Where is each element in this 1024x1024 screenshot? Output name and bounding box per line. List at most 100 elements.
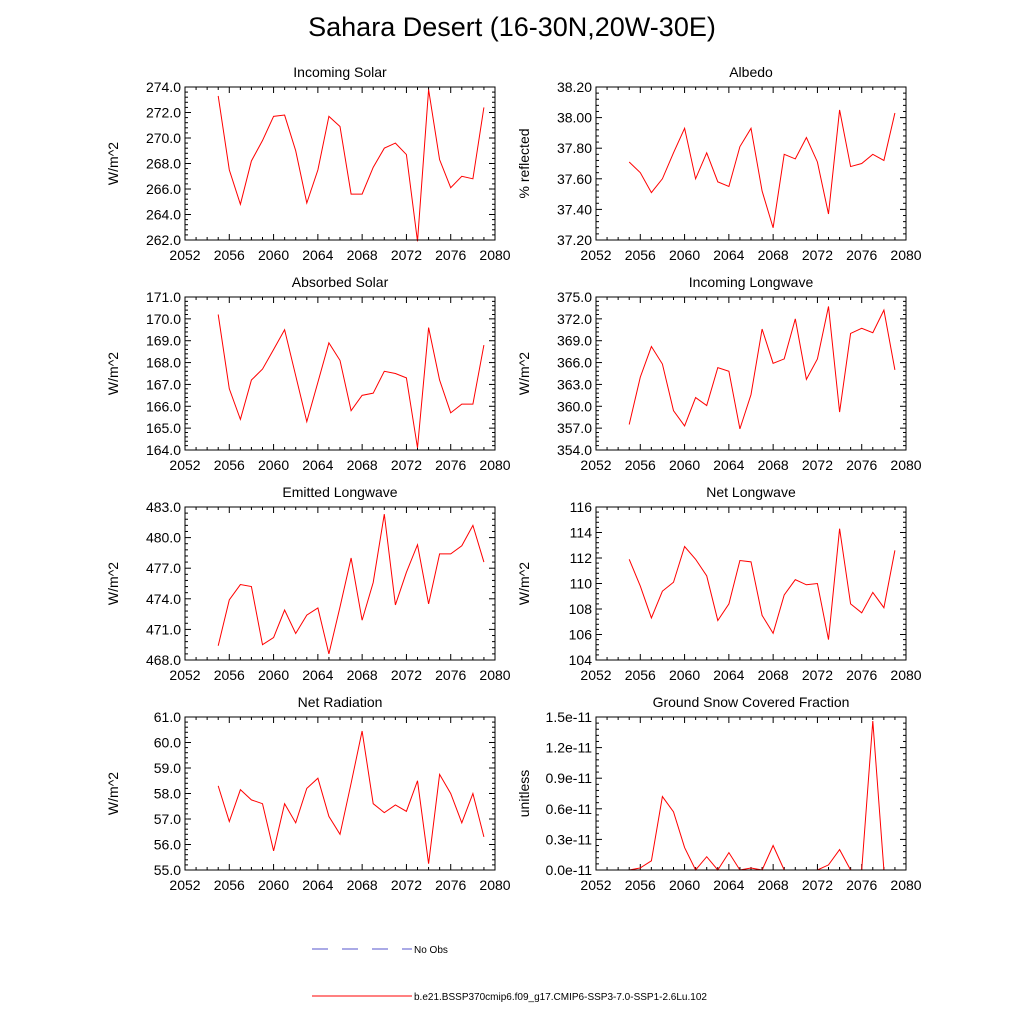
series-line-incoming-solar	[217, 89, 485, 242]
y-tick-label: 468.0	[146, 652, 181, 668]
x-tick-label: 2064	[713, 877, 744, 893]
x-tick-label: 2068	[758, 457, 789, 473]
panel-incoming-longwave: Incoming Longwave W/m^2 2052 2056 2060 2064 20…	[516, 274, 922, 473]
plot-frame	[595, 296, 907, 451]
x-tick-label: 2064	[302, 247, 333, 263]
y-tick-label: 264.0	[146, 207, 181, 223]
y-tick-label: 483.0	[146, 499, 181, 515]
plot-frame	[595, 86, 907, 241]
y-tick-label: 477.0	[146, 560, 181, 576]
y-tick-label: 354.0	[557, 442, 592, 458]
x-tick-label: 2056	[625, 457, 656, 473]
plot-frame	[595, 716, 907, 871]
y-axis-label: W/m^2	[105, 562, 121, 605]
y-tick-label: 0.3e-11	[546, 831, 593, 847]
y-tick-label: 363.0	[557, 376, 592, 392]
y-tick-label: 58.0	[154, 786, 181, 802]
x-tick-label: 2068	[347, 667, 378, 683]
x-tick-label: 2080	[479, 667, 510, 683]
y-tick-label: 375.0	[557, 289, 592, 305]
x-tick-label: 2064	[302, 667, 333, 683]
x-tick-label: 2068	[758, 667, 789, 683]
x-tick-label: 2064	[713, 247, 744, 263]
x-tick-label: 2068	[347, 457, 378, 473]
x-tick-label: 2072	[391, 247, 422, 263]
x-tick-label: 2060	[258, 667, 289, 683]
series-line-ground-snow-covered-fraction	[629, 721, 895, 871]
y-tick-label: 166.0	[146, 398, 181, 414]
x-tick-label: 2056	[214, 877, 245, 893]
panel-ground-snow-covered-fraction: Ground Snow Covered Fraction unitless 2052…	[516, 694, 922, 893]
x-tick-label: 2064	[302, 877, 333, 893]
x-tick-label: 2076	[846, 667, 877, 683]
y-tick-label: 60.0	[154, 735, 181, 751]
x-tick-label: 2060	[258, 247, 289, 263]
y-tick-label: 171.0	[146, 289, 181, 305]
x-tick-label: 2076	[846, 457, 877, 473]
series-line-absorbed-solar	[217, 314, 485, 448]
y-tick-label: 372.0	[557, 311, 592, 327]
x-tick-label: 2052	[580, 457, 611, 473]
panel-title: Incoming Solar	[293, 64, 387, 80]
x-tick-label: 2080	[479, 457, 510, 473]
panel-title: Net Longwave	[706, 484, 796, 500]
y-axis-label: W/m^2	[105, 772, 121, 815]
panel-title: Ground Snow Covered Fraction	[653, 694, 850, 710]
y-tick-label: 0.6e-11	[546, 801, 593, 817]
plot-frame	[184, 296, 496, 451]
y-tick-label: 37.40	[557, 201, 592, 217]
x-tick-label: 2080	[479, 877, 510, 893]
x-tick-label: 2076	[435, 247, 466, 263]
x-tick-label: 2080	[890, 877, 921, 893]
x-tick-label: 2064	[302, 457, 333, 473]
x-tick-label: 2072	[802, 877, 833, 893]
y-axis-label: W/m^2	[105, 352, 121, 395]
y-tick-label: 165.0	[146, 420, 181, 436]
x-tick-label: 2056	[214, 667, 245, 683]
x-tick-label: 2076	[435, 877, 466, 893]
y-axis-label: W/m^2	[516, 562, 532, 605]
x-tick-label: 2080	[890, 247, 921, 263]
x-tick-label: 2080	[890, 667, 921, 683]
x-tick-label: 2052	[169, 247, 200, 263]
x-tick-label: 2076	[846, 877, 877, 893]
panel-net-longwave: Net Longwave W/m^2 2052 2056 2060 2064 2068 207…	[516, 484, 922, 683]
panel-incoming-solar: Incoming Solar W/m^2 2052 2056 2060 2064 2068 2…	[105, 64, 511, 263]
x-tick-label: 2056	[625, 877, 656, 893]
y-tick-label: 61.0	[154, 709, 181, 725]
y-axis-label: W/m^2	[105, 142, 121, 185]
x-tick-label: 2080	[479, 247, 510, 263]
y-tick-label: 106	[569, 627, 593, 643]
series-line-net-radiation	[217, 730, 485, 864]
plot-frame	[184, 86, 496, 241]
panel-title: Absorbed Solar	[292, 274, 389, 290]
y-tick-label: 357.0	[557, 420, 592, 436]
legend-no-obs-label: No Obs	[414, 945, 448, 956]
x-tick-label: 2056	[214, 247, 245, 263]
x-tick-label: 2068	[758, 877, 789, 893]
y-tick-label: 1.5e-11	[546, 709, 593, 725]
x-tick-label: 2052	[169, 667, 200, 683]
y-tick-label: 1.2e-11	[546, 740, 593, 756]
series-line-incoming-longwave	[628, 306, 896, 430]
y-tick-label: 169.0	[146, 333, 181, 349]
y-tick-label: 270.0	[146, 130, 181, 146]
x-tick-label: 2068	[347, 247, 378, 263]
series-line-emitted-longwave	[217, 514, 485, 654]
panel-title: Albedo	[729, 64, 773, 80]
chart-panels: Incoming Solar W/m^2 2052 2056 2060 2064 2068 2…	[105, 64, 922, 893]
panel-emitted-longwave: Emitted Longwave W/m^2 2052 2056 2060 2064 206…	[105, 484, 511, 683]
y-tick-label: 474.0	[146, 591, 181, 607]
y-tick-label: 480.0	[146, 530, 181, 546]
x-tick-label: 2060	[669, 247, 700, 263]
y-tick-label: 110	[570, 576, 593, 592]
panel-title: Net Radiation	[298, 694, 383, 710]
y-axis-label: unitless	[516, 770, 532, 817]
panel-title: Incoming Longwave	[689, 274, 814, 290]
y-tick-label: 360.0	[557, 398, 592, 414]
x-tick-label: 2076	[846, 247, 877, 263]
y-tick-label: 114	[570, 525, 593, 541]
x-tick-label: 2072	[391, 877, 422, 893]
y-tick-label: 164.0	[146, 442, 181, 458]
y-tick-label: 366.0	[557, 355, 592, 371]
